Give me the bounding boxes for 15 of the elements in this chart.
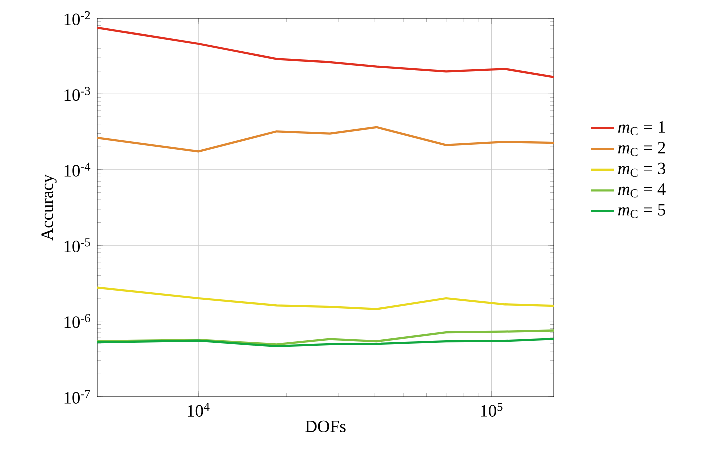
y-tick-label: 10$^{-7}$	[64, 390, 90, 404]
y-axis-title: Accuracy	[42, 174, 57, 241]
y-tick-label: 10$^{-6}$	[64, 314, 90, 328]
x-axis-title: DOFs	[306, 420, 346, 432]
legend-label: m$_{C}$ = 2	[618, 142, 666, 156]
legend-label: m$_{C}$ = 4	[618, 184, 666, 198]
y-tick-label: 10$^{-5}$	[64, 238, 90, 253]
legend-label: m$_{C}$ = 3	[618, 162, 666, 178]
y-tick-label: 10$^{-3}$	[64, 87, 90, 102]
y-tick-label: 10$^{-4}$	[64, 162, 91, 177]
legend-label: m$_{C}$ = 1	[618, 121, 666, 136]
legend-label: m$_{C}$ = 5	[618, 204, 666, 218]
x-tick-label: 10$^{4}$	[188, 403, 210, 417]
x-tick-label: 10$^{5}$	[481, 403, 503, 417]
y-tick-label: 10$^{-2}$	[64, 11, 90, 26]
